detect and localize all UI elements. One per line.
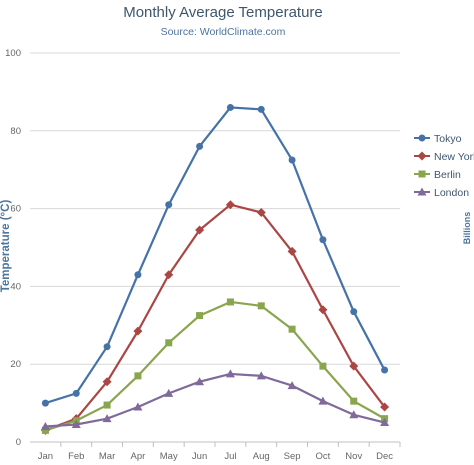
series-line-tokyo (45, 106, 386, 405)
x-tick-label: Jan (38, 451, 53, 462)
data-point-tokyo (350, 308, 358, 316)
data-point-tokyo (134, 271, 142, 279)
x-tick-label: Dec (376, 451, 393, 462)
data-point-berlin (103, 401, 111, 409)
legend-item-london[interactable]: London (414, 187, 469, 199)
y-tick-label: 80 (10, 126, 21, 137)
chart-title: Monthly Average Temperature (123, 4, 323, 21)
series-line-london (45, 372, 385, 428)
data-point-berlin (196, 312, 204, 320)
x-axis-ticks: Jan Feb Mar Apr May Jun Jul Aug Sep Oct Nov Dec (38, 442, 401, 462)
legend-item-new-york[interactable]: New York (414, 151, 474, 163)
legend-marker-london (417, 187, 427, 196)
grid-lines (30, 52, 400, 443)
data-point-london (287, 381, 297, 390)
series-line-berlin (45, 300, 386, 432)
series-london (40, 369, 390, 430)
y-tick-label: 100 (5, 48, 21, 59)
data-point-london (380, 418, 390, 427)
data-point-new-york (225, 200, 235, 210)
y-tick-label: 0 (16, 437, 21, 448)
x-tick-label: Oct (316, 451, 331, 462)
data-point-new-york (380, 402, 390, 412)
data-point-tokyo (226, 103, 234, 111)
data-point-berlin (319, 362, 327, 370)
data-point-tokyo (72, 389, 80, 397)
data-point-berlin (350, 397, 358, 405)
series-line-new-york (45, 203, 386, 432)
legend-marker-new-york (417, 151, 427, 161)
data-point-berlin (226, 298, 234, 306)
x-tick-label: Jul (224, 451, 236, 462)
legend-marker-berlin (418, 170, 426, 178)
legend-item-berlin[interactable]: Berlin (414, 169, 461, 181)
data-point-new-york (164, 270, 174, 280)
data-point-tokyo (319, 236, 327, 244)
x-tick-label: Feb (68, 451, 84, 462)
data-point-london (195, 377, 205, 386)
x-tick-label: Mar (99, 451, 115, 462)
chart-subtitle: Source: WorldClimate.com (161, 26, 286, 38)
y-axis-ticks: 0 20 40 60 80 100 (5, 48, 21, 448)
x-tick-label: Aug (253, 451, 270, 462)
y-tick-label: 20 (10, 359, 21, 370)
data-point-london (225, 369, 235, 378)
data-point-tokyo (257, 105, 265, 113)
data-point-london (40, 421, 50, 430)
data-point-new-york (349, 361, 359, 371)
secondary-axis-label: Billions (462, 212, 472, 245)
data-point-new-york (256, 207, 266, 217)
x-tick-label: Jun (192, 451, 207, 462)
legend-label-tokyo: Tokyo (434, 133, 462, 145)
data-point-london (164, 388, 174, 397)
data-point-london (256, 371, 266, 380)
data-point-berlin (257, 302, 265, 310)
x-tick-label: Nov (345, 451, 362, 462)
data-point-london (318, 396, 328, 405)
data-point-london (102, 414, 112, 423)
data-point-tokyo (41, 399, 49, 407)
data-point-tokyo (381, 366, 389, 374)
data-point-tokyo (103, 343, 111, 351)
data-point-london (349, 410, 359, 419)
legend-label-berlin: Berlin (434, 169, 461, 181)
data-point-berlin (165, 339, 173, 347)
x-tick-label: May (160, 451, 178, 462)
data-point-berlin (134, 372, 142, 380)
series-group (40, 103, 390, 435)
legend: Tokyo New York Berlin London (414, 133, 474, 199)
data-point-berlin (41, 426, 49, 434)
series-new-york (40, 200, 390, 435)
y-tick-label: 40 (10, 281, 21, 292)
legend-marker-tokyo (418, 134, 426, 142)
data-point-london (71, 419, 81, 428)
data-point-berlin (288, 325, 296, 333)
data-point-new-york (102, 377, 112, 387)
data-point-london (133, 402, 143, 411)
x-tick-label: Apr (131, 451, 146, 462)
data-point-new-york (195, 225, 205, 235)
legend-label-london: London (434, 187, 469, 199)
series-berlin (41, 298, 389, 434)
data-point-new-york (287, 246, 297, 256)
legend-item-tokyo[interactable]: Tokyo (414, 133, 462, 145)
data-point-new-york (133, 326, 143, 336)
x-tick-label: Sep (284, 451, 301, 462)
series-tokyo (41, 103, 389, 407)
y-tick-label: 60 (10, 204, 21, 215)
data-point-tokyo (288, 156, 296, 164)
data-point-new-york (318, 305, 328, 315)
y-axis-label: Temperature (°C) (0, 200, 12, 293)
legend-label-new-york: New York (434, 151, 474, 163)
data-point-tokyo (196, 142, 204, 150)
data-point-tokyo (165, 201, 173, 209)
